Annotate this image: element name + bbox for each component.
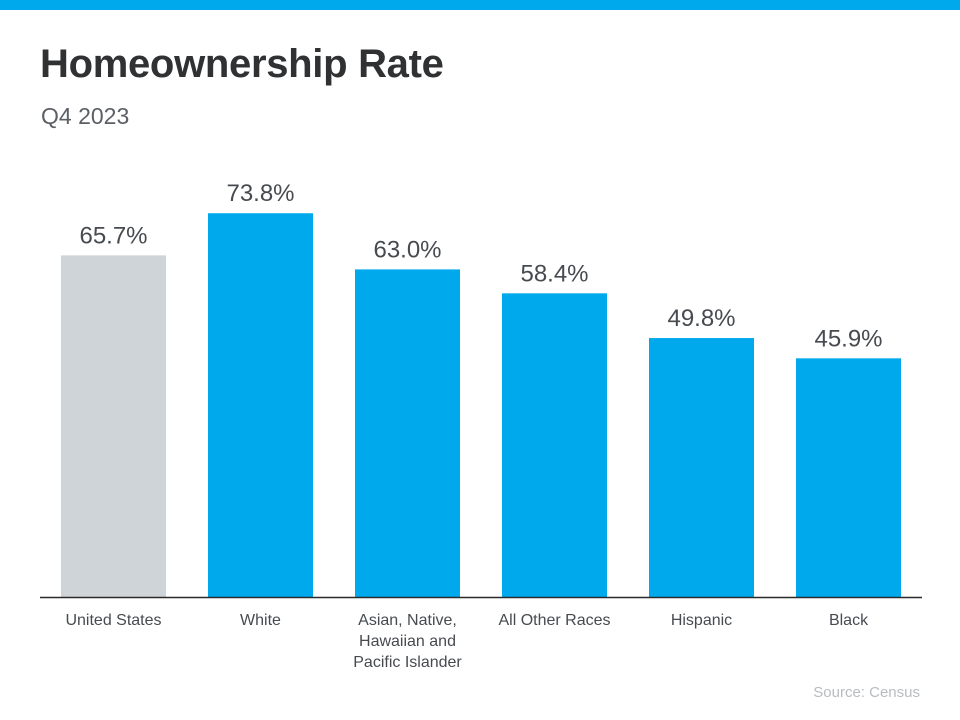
category-label-white: White	[240, 612, 281, 629]
category-label-line: Pacific Islander	[353, 654, 462, 671]
value-label-hispanic: 49.8%	[667, 305, 735, 332]
bar-hispanic	[649, 338, 754, 597]
category-label-black: Black	[829, 612, 869, 629]
category-label-line: United States	[65, 612, 161, 629]
category-label-line: Asian, Native,	[358, 612, 457, 629]
category-label-united-states: United States	[65, 612, 161, 629]
bar-asian-native-hawaiian-and-pacific-islander	[355, 269, 460, 597]
source-note: Source: Census	[813, 684, 920, 701]
category-label-line: Hispanic	[671, 612, 732, 629]
bar-all-other-races	[502, 293, 607, 597]
category-label-asian-native-hawaiian-and-pacific-islander: Asian, Native, Hawaiian and Pacific Island…	[353, 612, 462, 671]
value-label-black: 45.9%	[814, 325, 882, 352]
chart-subtitle: Q4 2023	[41, 103, 130, 129]
category-label-line: White	[240, 612, 281, 629]
value-label-united-states: 65.7%	[79, 222, 147, 249]
bar-chart: 65.7% United States 73.8% White 63.0% Asian, …	[40, 180, 922, 671]
chart-title: Homeownership Rate	[40, 42, 444, 86]
category-label-line: Hawaiian and	[359, 633, 456, 650]
value-label-white: 73.8%	[226, 180, 294, 207]
top-accent-stripe	[0, 0, 960, 10]
value-label-asian-native-hawaiian-and-pacific-islander: 63.0%	[373, 236, 441, 263]
category-label-hispanic: Hispanic	[671, 612, 732, 629]
bar-white	[208, 213, 313, 598]
value-label-all-other-races: 58.4%	[520, 260, 588, 287]
bar-united-states	[61, 255, 166, 598]
category-label-line: All Other Races	[498, 612, 610, 629]
category-label-line: Black	[829, 612, 869, 629]
bar-black	[796, 358, 901, 597]
category-label-all-other-races: All Other Races	[498, 612, 610, 629]
